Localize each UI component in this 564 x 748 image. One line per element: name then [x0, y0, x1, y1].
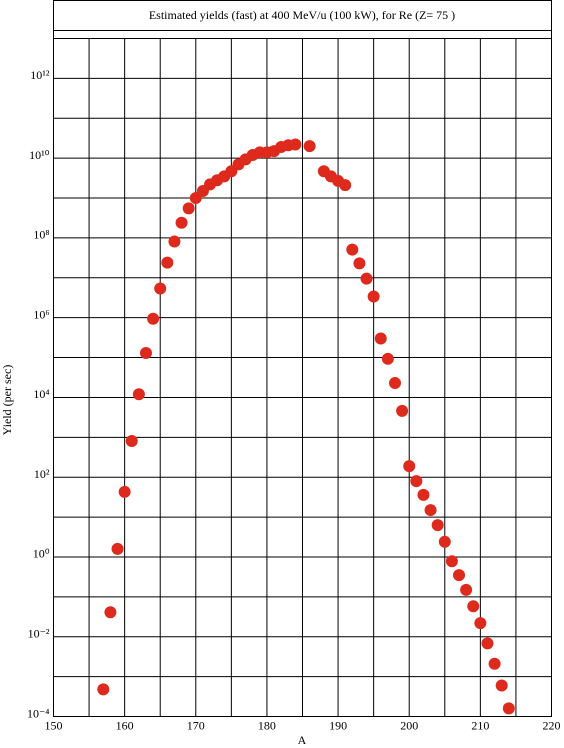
x-axis-label: A	[298, 733, 307, 747]
y-tick-label: 10⁶	[33, 307, 49, 321]
x-tick-label: 220	[543, 718, 561, 732]
y-tick-label: 10⁸	[33, 228, 49, 242]
y-tick-label: 10⁻²	[28, 626, 50, 640]
data-point	[445, 555, 458, 568]
y-tick-label: 10⁴	[33, 387, 49, 401]
data-point	[346, 243, 359, 256]
chart-title: Estimated yields (fast) at 400 MeV/u (10…	[149, 8, 455, 22]
data-point	[339, 179, 352, 192]
data-point	[467, 600, 480, 613]
y-tick-label: 10⁰	[33, 547, 50, 561]
data-point	[168, 235, 181, 248]
y-tick-label: 10²	[34, 467, 50, 481]
data-point	[424, 504, 437, 517]
x-tick-label: 200	[400, 718, 418, 732]
data-point	[431, 519, 444, 532]
x-tick-label: 160	[116, 718, 134, 732]
x-tick-label: 210	[471, 718, 489, 732]
data-point	[303, 140, 316, 153]
data-point	[154, 282, 167, 295]
data-point	[438, 535, 451, 548]
x-tick-label: 180	[258, 718, 276, 732]
data-point	[502, 702, 515, 715]
data-point	[147, 312, 160, 325]
x-tick-label: 170	[187, 718, 205, 732]
data-point	[417, 488, 430, 501]
data-point	[495, 679, 508, 692]
data-point	[132, 388, 145, 401]
y-tick-label: 10⁻⁴	[27, 706, 50, 720]
data-point	[388, 377, 401, 390]
y-tick-label: 10¹²	[30, 68, 50, 82]
data-point	[460, 583, 473, 596]
data-point	[403, 460, 416, 473]
data-point	[481, 637, 494, 650]
y-axis-label: Yield (per sec)	[0, 365, 14, 436]
data-point	[353, 257, 366, 270]
data-point	[474, 617, 487, 630]
data-point	[488, 657, 501, 670]
data-point	[381, 352, 394, 365]
data-point	[374, 332, 387, 345]
data-point	[289, 138, 302, 151]
x-tick-label: 150	[45, 718, 63, 732]
y-tick-label: 10¹⁰	[29, 148, 50, 162]
data-point	[139, 347, 152, 360]
data-point	[161, 256, 174, 269]
data-point	[125, 434, 138, 447]
data-point	[396, 404, 409, 417]
data-point	[97, 683, 110, 696]
data-point	[175, 216, 188, 229]
data-point	[118, 485, 131, 498]
data-point	[182, 202, 195, 215]
x-tick-label: 190	[329, 718, 347, 732]
data-point	[453, 569, 466, 582]
data-point	[410, 475, 423, 488]
data-point	[367, 290, 380, 303]
data-point	[111, 542, 124, 555]
data-point	[360, 272, 373, 285]
data-point	[104, 606, 117, 619]
